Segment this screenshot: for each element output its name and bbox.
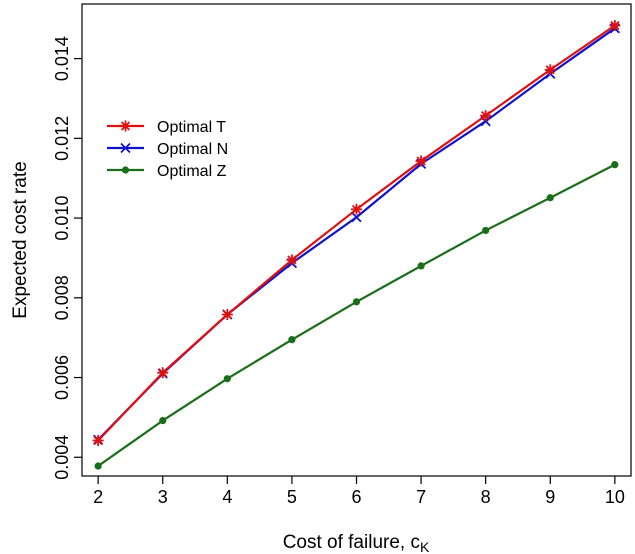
legend-marker: [120, 120, 131, 132]
y-tick-label: 0.012: [52, 116, 72, 161]
y-tick-label: 0.008: [52, 275, 72, 320]
legend-marker: [121, 166, 130, 174]
data-point: [286, 254, 298, 266]
data-point-dot: [121, 166, 130, 174]
x-axis-title-main: Cost of failure, c: [283, 532, 420, 553]
data-point-asterisk-stroke: [158, 368, 168, 378]
x-tick-label: 10: [605, 487, 625, 507]
data-point: [417, 262, 425, 270]
legend-marker: [120, 142, 131, 154]
x-tick-label: 6: [351, 487, 361, 507]
data-point-dot: [417, 262, 425, 270]
legend-item: Optimal N: [107, 141, 228, 158]
x-tick-label: 8: [481, 487, 491, 507]
x-axis: 2 3 4 5 6 7 8 9 10: [93, 476, 625, 507]
legend-item: Optimal Z: [107, 163, 227, 180]
data-point-asterisk-stroke: [120, 121, 131, 131]
data-point-cross-stroke: [351, 212, 362, 223]
legend-label: Optimal T: [157, 119, 226, 136]
data-point-dot: [546, 194, 554, 202]
data-point-asterisk-stroke: [545, 65, 555, 75]
data-point: [611, 161, 619, 169]
data-point-dot: [482, 226, 490, 235]
x-tick-label: 4: [222, 487, 232, 507]
data-point-dot: [352, 298, 361, 306]
legend-label: Optimal Z: [157, 163, 227, 180]
data-point: [288, 336, 296, 344]
y-tick-label: 0.010: [52, 196, 72, 241]
data-point: [352, 298, 361, 306]
data-point: [609, 20, 621, 32]
data-point-asterisk-stroke: [222, 309, 232, 320]
data-point: [546, 194, 554, 202]
data-point-dot: [223, 375, 231, 383]
y-tick-label: 0.004: [52, 435, 72, 480]
data-point-dot: [94, 462, 102, 470]
y-axis-title: Expected cost rate: [10, 161, 31, 318]
x-tick-label: 9: [545, 487, 555, 507]
data-point: [351, 203, 362, 215]
data-point: [480, 110, 492, 122]
data-point-asterisk-stroke: [481, 111, 491, 121]
y-tick-label: 0.006: [52, 355, 72, 400]
x-tick-label: 5: [287, 487, 297, 507]
data-point: [157, 367, 169, 379]
data-point: [94, 462, 102, 470]
series-optimal-t: [92, 20, 621, 447]
data-point-asterisk-stroke: [287, 255, 297, 265]
data-point: [92, 435, 104, 447]
legend-label: Optimal N: [157, 141, 228, 158]
data-point-dot: [288, 336, 296, 344]
x-tick-label: 3: [158, 487, 168, 507]
data-point: [544, 64, 556, 76]
data-point-asterisk-stroke: [416, 156, 426, 166]
data-point-cross-stroke: [120, 142, 131, 154]
data-point: [415, 155, 427, 167]
data-point-dot: [159, 416, 167, 425]
data-point: [223, 375, 231, 383]
data-point-asterisk-stroke: [351, 204, 362, 214]
data-point-asterisk-stroke: [610, 20, 620, 31]
data-point-asterisk-stroke: [93, 435, 103, 446]
x-tick-label: 2: [93, 487, 103, 507]
y-axis: 0.004 0.006 0.008 0.010 0.012 0.014: [52, 36, 82, 480]
y-tick-label: 0.014: [52, 36, 72, 81]
series-optimal-z: [94, 161, 619, 470]
data-point: [221, 309, 233, 321]
data-point-dot: [611, 161, 619, 169]
legend-item: Optimal T: [107, 119, 226, 136]
data-point: [482, 226, 490, 235]
series-layer: [92, 20, 621, 470]
x-tick-label: 7: [416, 487, 426, 507]
legend: Optimal T Optimal N Optimal Z: [107, 119, 228, 180]
x-axis-title-subscript: K: [420, 539, 430, 554]
x-axis-title: Cost of failure, cK: [283, 532, 430, 554]
data-point: [351, 212, 362, 223]
data-point: [159, 416, 167, 425]
